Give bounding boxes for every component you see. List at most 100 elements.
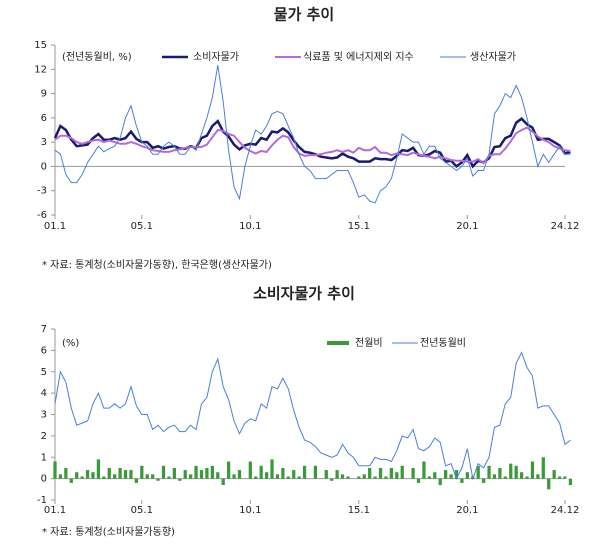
bar <box>107 467 111 479</box>
bar <box>340 474 345 479</box>
y-tick-label: 4 <box>41 388 47 399</box>
y-tick-label: 0 <box>41 161 47 172</box>
unit-label: (%) <box>62 338 79 349</box>
bar <box>232 474 236 479</box>
bar <box>444 470 448 479</box>
bar <box>254 476 258 479</box>
bar <box>389 467 394 479</box>
bar <box>525 476 529 479</box>
bar <box>102 476 106 479</box>
bar <box>357 476 361 479</box>
bar <box>286 476 290 479</box>
bar <box>113 474 117 479</box>
y-tick-label: 5 <box>41 367 47 378</box>
x-tick-label: 24.12 <box>551 221 580 232</box>
bar <box>384 476 388 479</box>
y-tick-label: 3 <box>41 410 47 421</box>
bar <box>449 474 453 479</box>
x-tick-label: 01.1 <box>44 221 66 232</box>
bar <box>194 465 198 479</box>
bar <box>530 461 535 479</box>
x-tick-label: 15.1 <box>348 505 370 516</box>
bar <box>199 470 204 479</box>
bar <box>167 476 171 479</box>
x-tick-label: 15.1 <box>348 221 370 232</box>
x-tick-label: 20.1 <box>456 221 478 232</box>
bar <box>465 472 469 479</box>
bar <box>313 465 318 479</box>
bar <box>454 470 459 479</box>
y-tick-label: 6 <box>41 345 47 356</box>
bar <box>395 472 399 479</box>
bar <box>492 474 497 479</box>
y-tick-label: 6 <box>41 113 47 124</box>
source-note: * 자료: 통계청(소비자물가동향), 한국은행(생산자물가) <box>42 259 272 271</box>
y-tick-label: 7 <box>41 324 47 335</box>
legend-label: 소비자물가 <box>193 51 239 63</box>
bar <box>427 476 431 479</box>
bar <box>460 478 464 483</box>
bar <box>226 461 231 479</box>
bar <box>302 465 307 479</box>
bar <box>270 459 274 479</box>
bar <box>400 465 404 479</box>
bar <box>85 470 90 479</box>
bar <box>210 465 214 479</box>
bar <box>411 467 415 479</box>
bar <box>330 478 334 481</box>
bar <box>134 478 139 483</box>
bar <box>216 472 220 479</box>
bar <box>275 474 280 479</box>
x-tick-label: 10.1 <box>239 505 261 516</box>
bar <box>422 461 426 479</box>
bar <box>264 472 269 479</box>
bar <box>563 476 567 479</box>
bar <box>96 459 101 479</box>
legend-label: 식료품 및 에너지제외 지수 <box>303 51 414 63</box>
bar <box>433 472 437 479</box>
bar <box>123 470 128 479</box>
y-tick-label: -6 <box>37 210 47 221</box>
bar <box>151 474 155 479</box>
bar <box>58 474 63 479</box>
bar <box>568 478 573 486</box>
bar <box>541 457 545 479</box>
legend-label: 전월비 <box>355 337 383 349</box>
bar <box>189 474 193 479</box>
bar <box>335 470 339 479</box>
x-tick-label: 05.1 <box>131 505 153 516</box>
bar <box>259 465 263 479</box>
bar <box>53 461 57 479</box>
source-note: * 자료: 통계청(소비자물가동향) <box>42 526 175 538</box>
series-line <box>54 65 571 204</box>
bar <box>557 476 562 479</box>
x-tick-label: 24.12 <box>551 505 580 516</box>
bar <box>368 467 372 479</box>
bar <box>552 470 556 479</box>
bar <box>172 467 176 479</box>
chart-title: 물가 추이 <box>274 6 334 24</box>
bar <box>237 470 242 479</box>
bar <box>69 478 73 483</box>
bar <box>161 465 166 479</box>
x-tick-label: 20.1 <box>456 505 478 516</box>
bar <box>509 463 513 479</box>
bar <box>346 476 350 479</box>
unit-label: (전년동월비, %) <box>62 51 132 63</box>
bar <box>324 470 328 479</box>
y-tick-label: 9 <box>41 89 47 100</box>
bar <box>476 465 480 479</box>
bar <box>416 478 421 483</box>
bar <box>64 467 68 479</box>
bar <box>438 478 442 486</box>
bar <box>91 472 95 479</box>
bar <box>292 470 296 479</box>
bar <box>221 478 225 486</box>
y-tick-label: 0 <box>41 474 47 485</box>
series-line <box>54 126 571 165</box>
bar <box>362 474 366 479</box>
y-tick-label: 2 <box>41 431 47 442</box>
bar <box>178 478 182 481</box>
bar <box>481 478 486 483</box>
